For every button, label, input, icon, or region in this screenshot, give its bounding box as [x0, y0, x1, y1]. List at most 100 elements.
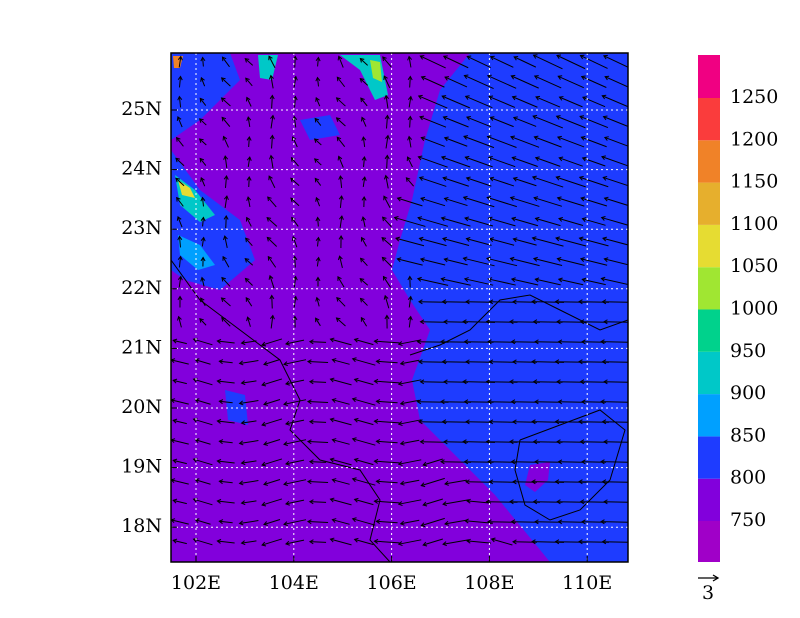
wind-arrow-head [336, 136, 342, 142]
wind-arrow [317, 237, 319, 247]
wind-arrow-head [487, 216, 493, 222]
wind-arrow-head [200, 196, 206, 202]
wind-arrow-head [557, 399, 563, 405]
wind-arrow-head [221, 276, 226, 282]
wind-arrow [219, 400, 233, 404]
wind-arrow-head [407, 55, 413, 61]
wind-arrow [241, 460, 257, 464]
wind-arrow-head [463, 135, 469, 140]
wind-arrow [361, 237, 367, 247]
wind-arrow [465, 361, 493, 363]
wind-arrow-head [373, 538, 379, 544]
wind-arrow [244, 258, 254, 266]
wind-arrow-head [351, 357, 357, 363]
wind-arrow [248, 176, 250, 188]
wind-arrow [314, 158, 322, 166]
colorbar-box [698, 394, 720, 437]
wind-arrow [417, 278, 449, 286]
wind-arrow [285, 539, 305, 545]
wind-arrow [580, 321, 608, 323]
wind-arrow [332, 359, 350, 365]
wind-arrow [385, 135, 389, 149]
wind-arrow [383, 196, 391, 208]
wind-arrow-head [532, 256, 538, 262]
wind-arrow [261, 538, 283, 546]
wind-arrow [285, 339, 305, 345]
wind-arrow [400, 399, 420, 405]
wind-arrow-head [417, 216, 423, 221]
wind-arrow [317, 57, 319, 67]
wind-arrow [444, 479, 468, 485]
wind-arrow-head [177, 95, 183, 101]
wind-arrow-head [238, 360, 244, 366]
wind-arrow-head [554, 479, 560, 485]
wind-arrow [442, 238, 470, 246]
wind-arrow-head [240, 540, 246, 546]
wind-arrow [241, 500, 257, 504]
wind-arrow [294, 96, 296, 108]
wind-arrow [511, 461, 539, 463]
wind-arrow [559, 96, 583, 108]
wind-arrow-head [554, 359, 560, 365]
wind-arrow-head [291, 136, 297, 142]
wind-arrow-head [532, 379, 538, 385]
wind-arrow [383, 276, 391, 288]
wind-arrow-head [485, 319, 491, 325]
wind-arrow [332, 399, 350, 405]
wind-arrow-head [200, 176, 205, 182]
wind-arrow [464, 75, 494, 89]
wind-arrow-head [556, 135, 562, 141]
wind-arrow-head [422, 461, 428, 467]
wind-arrow-head [360, 116, 366, 122]
wind-arrow [602, 301, 628, 303]
wind-arrow [195, 439, 211, 445]
field [171, 53, 628, 562]
wind-arrow-head [216, 418, 222, 424]
wind-arrow [465, 481, 493, 483]
wind-arrow-head [581, 459, 586, 465]
wind-arrow [223, 136, 229, 148]
wind-arrow [397, 258, 423, 266]
wind-arrow [534, 401, 562, 403]
wind-arrow-head [200, 216, 206, 222]
wind-arrow [270, 315, 274, 329]
wind-arrow-head [442, 176, 448, 182]
wind-arrow [580, 441, 608, 443]
wind-arrow-head [172, 338, 178, 344]
wind-arrow [398, 419, 422, 425]
wind-arrow [283, 519, 307, 525]
wind-arrow-head [261, 501, 267, 507]
wind-arrow [352, 438, 376, 446]
wind-arrow [354, 418, 374, 426]
wind-arrow [271, 295, 273, 309]
wind-arrow-head [531, 359, 536, 365]
wind-arrow [582, 96, 606, 108]
wind-arrow-head [353, 337, 359, 343]
colorbar-box [698, 140, 720, 183]
wind-arrow [285, 499, 305, 505]
wind-arrow-head [285, 380, 290, 386]
wind-arrow [374, 420, 400, 424]
wind-arrow-head [600, 216, 606, 221]
wind-arrow-head [331, 438, 337, 443]
wind-arrow-head [579, 54, 585, 60]
wind-arrow-head [579, 499, 585, 505]
wind-arrow-head [335, 317, 341, 323]
wind-arrow [270, 75, 274, 89]
wind-arrow-head [381, 216, 387, 222]
wind-arrow-head [222, 135, 228, 141]
wind-arrow-head [489, 116, 495, 121]
wind-arrow-head [485, 499, 491, 505]
wind-arrow-head [554, 299, 560, 305]
wind-arrow-head [246, 196, 252, 202]
wind-arrow [397, 197, 423, 207]
wind-arrow-head [337, 276, 342, 281]
wind-arrow-head [384, 154, 390, 160]
wind-arrow [195, 399, 211, 405]
wind-arrow-head [177, 75, 183, 81]
wind-arrow-head [383, 294, 389, 300]
wind-arrow [354, 338, 374, 346]
wind-arrow [261, 378, 283, 386]
y-tick-label: 22N [121, 277, 162, 299]
wind-arrow-head [513, 55, 519, 61]
